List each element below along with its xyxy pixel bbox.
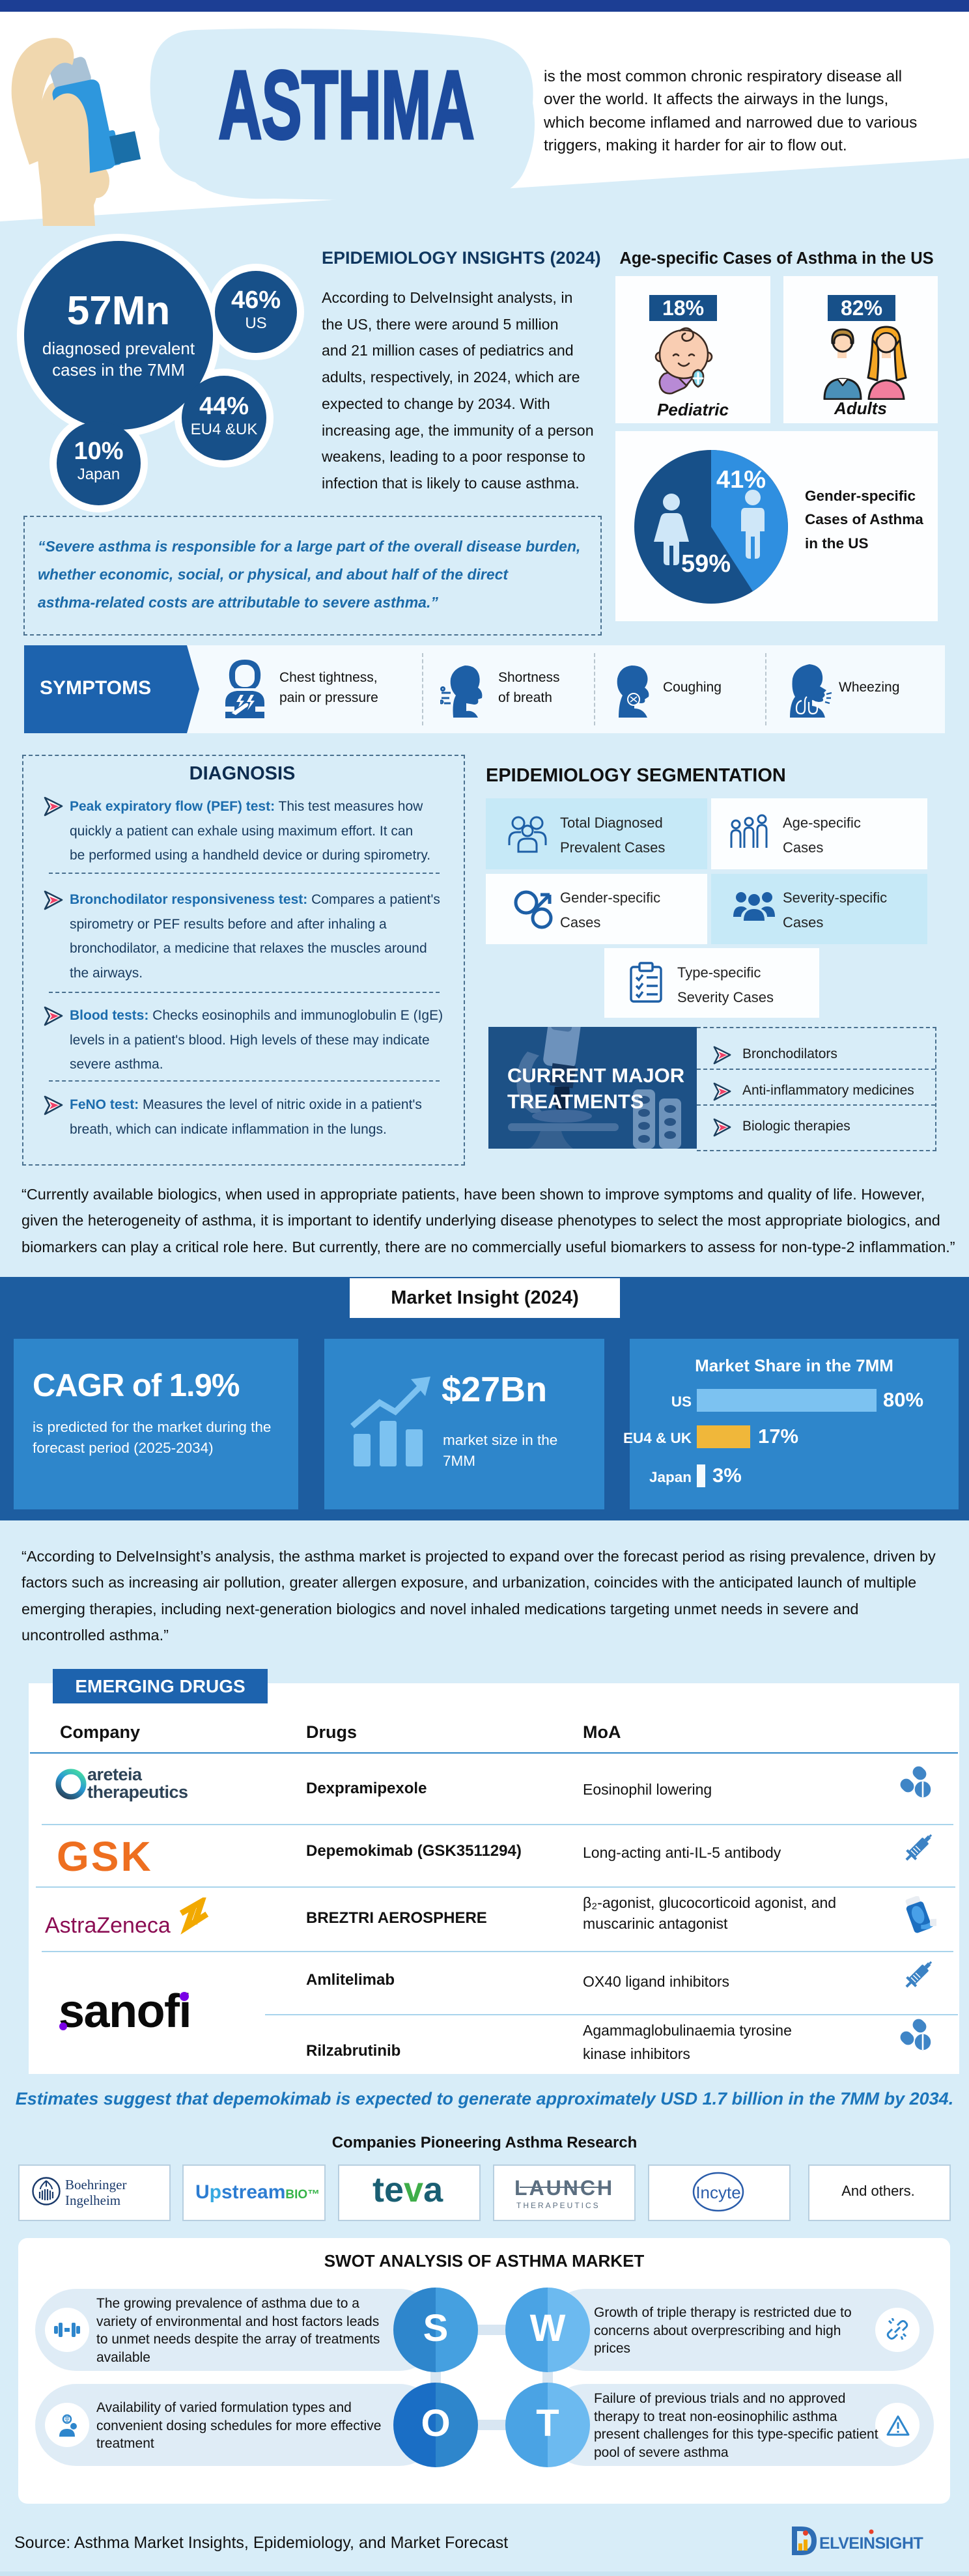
svg-text:ELVEINSIGHT: ELVEINSIGHT bbox=[819, 2534, 923, 2553]
